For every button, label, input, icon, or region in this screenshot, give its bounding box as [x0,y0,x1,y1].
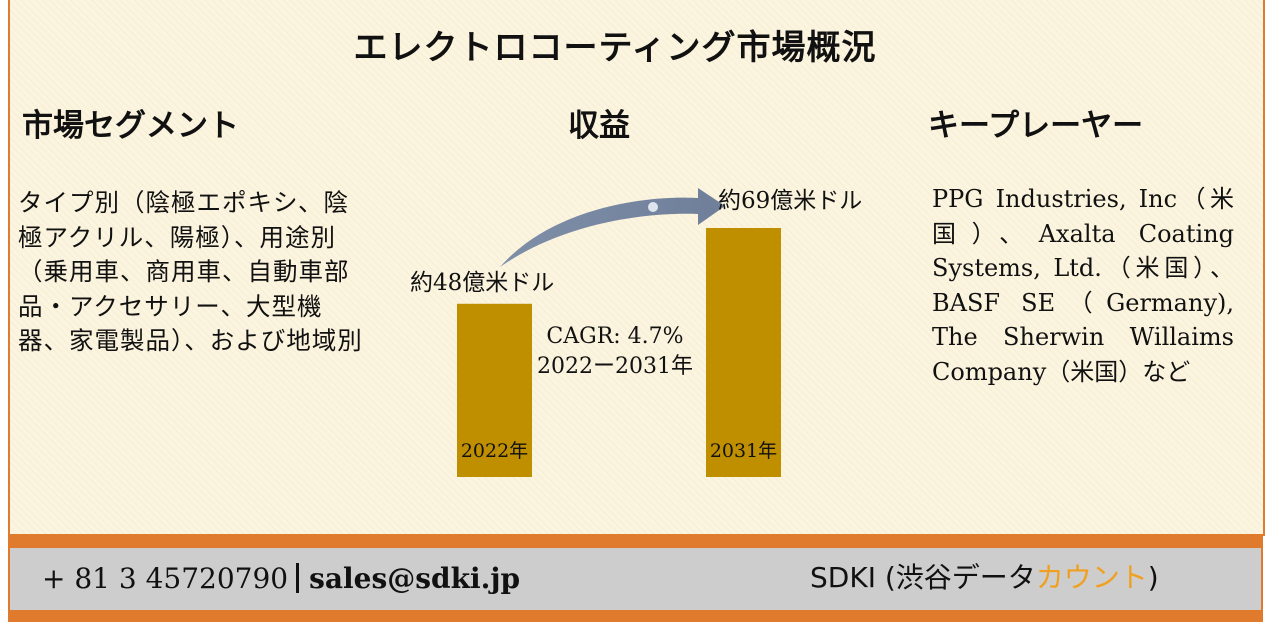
key-players-heading: キープレーヤー [928,108,1144,144]
brand-prefix: SDKI (渋谷データ [810,561,1036,594]
email-link[interactable]: sales@sdki.jp [309,562,521,595]
contact-divider [296,563,300,593]
bar-category-label: 2022年 [461,440,528,462]
revenue-chart: 2022年 約48億米ドル 2031年 約69億米ドル [410,188,862,477]
brand-suffix: ) [1147,561,1159,594]
bar-value-label: 約48億米ドル [410,270,554,296]
bar-0 [457,303,532,477]
growth-arrow [500,188,725,267]
contact-info: + 81 3 45720790 sales@sdki.jp [42,562,520,595]
cagr-period: 2022ー2031年 [537,354,693,379]
key-players-list: PPG Industries, Inc（米国）、Axalta Coating S… [932,185,1234,386]
footer-top-band [8,536,1263,546]
footer-bar [8,546,1263,612]
infographic-panel [8,0,1265,536]
cagr-label: CAGR: 4.7% 2022ー2031年 [520,322,710,382]
segment-heading: 市場セグメント [22,108,239,144]
brand-name: SDKI (渋谷データカウント) [810,556,1159,596]
brand-accent: カウント [1035,561,1148,594]
page-title: エレクトロコーティング市場概況 [353,28,877,68]
segment-description: タイプ別（陰極エポキシ、陰極アクリル、陽極）、用途別（乗用車、商用車、自動車部品… [18,188,363,355]
arrow-dot [648,202,658,212]
bar-value-label: 約69億米ドル [718,188,862,214]
bar-1 [706,228,781,477]
bar-category-label: 2031年 [710,440,777,462]
footer-bottom-band [8,612,1263,622]
phone-number[interactable]: + 81 3 45720790 [42,562,289,595]
revenue-heading: 収益 [568,108,630,144]
cagr-rate: CAGR: 4.7% [546,324,684,349]
